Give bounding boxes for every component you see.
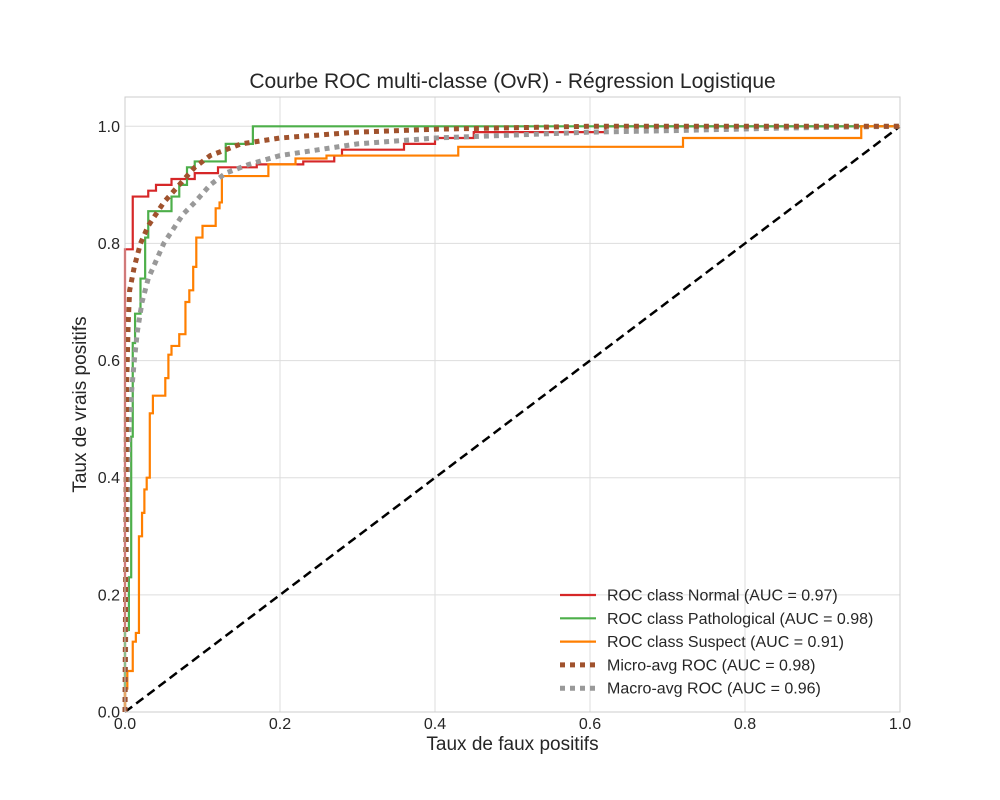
y-tick-label: 0.8: [98, 236, 120, 253]
x-tick-label: 0.0: [114, 716, 136, 733]
plot-frame: [124, 96, 901, 713]
x-tick-label: 0.8: [734, 716, 756, 733]
series-line-3: [122, 123, 900, 713]
series-line-4: [122, 123, 901, 713]
x-axis-label: Taux de faux positifs: [426, 734, 598, 755]
chart-title: Courbe ROC multi-classe (OvR) - Régressi…: [249, 70, 775, 93]
x-tick-label: 1.0: [889, 716, 911, 733]
y-tick-label: 0.6: [98, 353, 120, 370]
legend-label: Macro-avg ROC (AUC = 0.96): [607, 681, 821, 698]
series-group: [122, 123, 901, 713]
x-tick-label: 0.6: [579, 716, 601, 733]
legend-label: Micro-avg ROC (AUC = 0.98): [607, 657, 816, 674]
x-tick-label: 0.4: [424, 716, 446, 733]
y-tick-label: 1.0: [98, 119, 120, 136]
y-axis-label: Taux de vrais positifs: [70, 316, 91, 492]
y-tick-label: 0.2: [98, 587, 120, 604]
legend-label: ROC class Normal (AUC = 0.97): [607, 588, 838, 605]
y-tick-label: 0.4: [98, 470, 120, 487]
legend-item: Macro-avg ROC (AUC = 0.96): [560, 681, 821, 698]
tick-labels: 0.0 0.2 0.4 0.6 0.8 1.0 0.0 0.2 0.4 0.6 0.8 1.0: [98, 119, 911, 733]
x-tick-label: 0.2: [269, 716, 291, 733]
chance-diagonal: [124, 125, 901, 713]
legend-label: ROC class Suspect (AUC = 0.91): [607, 634, 844, 651]
legend-item: ROC class Suspect (AUC = 0.91): [560, 634, 844, 651]
legend-item: Micro-avg ROC (AUC = 0.98): [560, 657, 816, 674]
legend-item: ROC class Pathological (AUC = 0.98): [560, 611, 873, 628]
legend-item: ROC class Normal (AUC = 0.97): [560, 588, 838, 605]
y-tick-label: 0.0: [98, 705, 120, 722]
legend-label: ROC class Pathological (AUC = 0.98): [607, 611, 873, 628]
series-line-1: [123, 125, 900, 712]
legend: ROC class Normal (AUC = 0.97) ROC class P…: [560, 588, 873, 698]
series-line-2: [123, 125, 900, 712]
